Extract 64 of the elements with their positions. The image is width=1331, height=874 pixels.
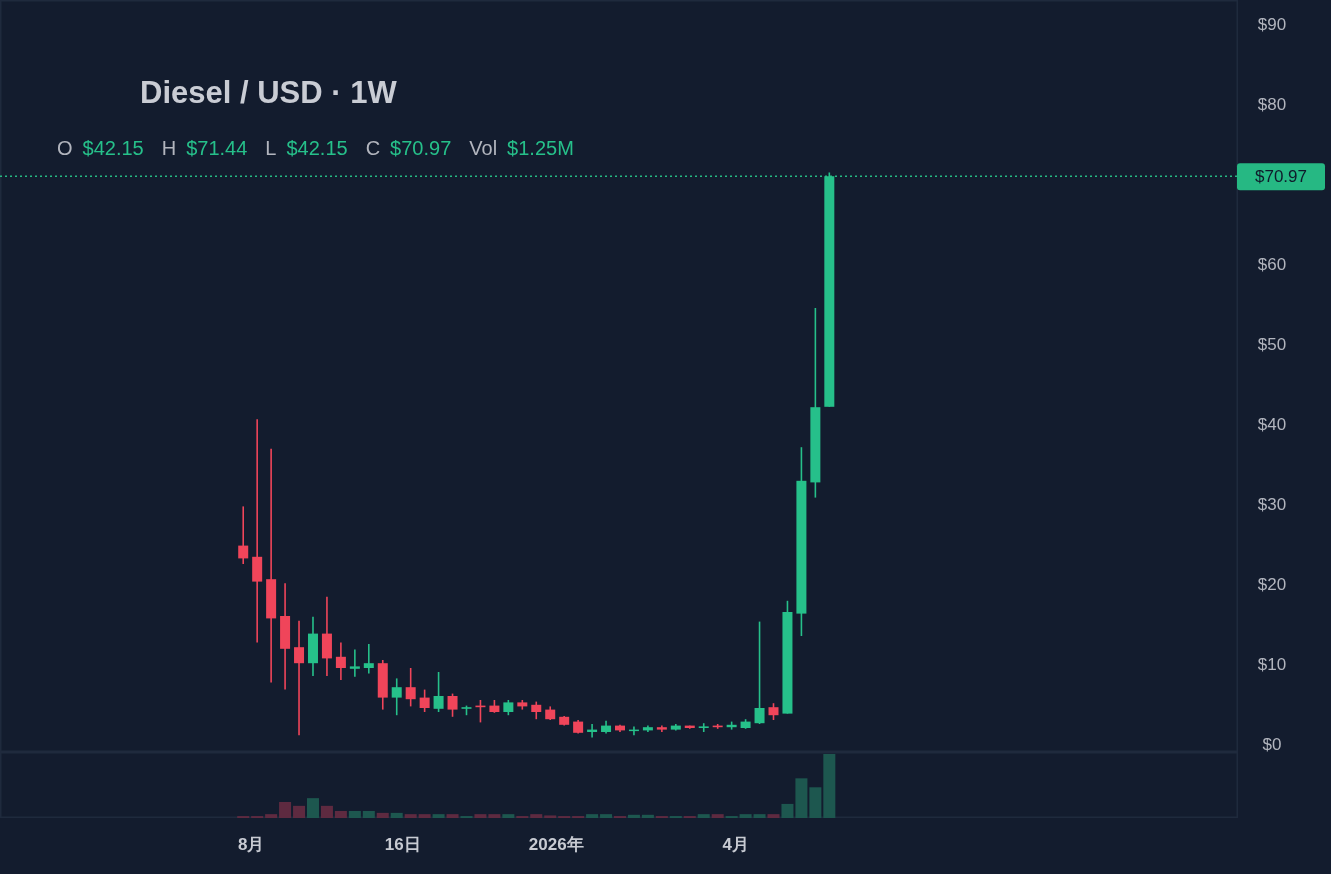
bar [265,814,278,818]
bar [781,803,794,818]
bar [753,814,766,818]
bar [306,798,319,818]
candlestick [433,671,444,713]
bar [627,814,640,818]
bar [530,814,543,818]
bar [404,814,417,818]
bar [390,812,403,818]
candlestick [698,722,709,733]
x-tick-label: 8月 [237,835,265,854]
candlestick [419,688,430,713]
x-tick-label: 4月 [722,835,749,854]
bar [544,815,557,818]
bar [446,814,459,818]
candlestick [391,677,402,716]
candlestick [349,648,360,678]
bar [362,810,375,818]
y-tick-label: $10 [1257,655,1287,674]
y-tick-label: $30 [1257,495,1287,514]
candlestick [238,505,249,565]
bar [418,814,431,818]
bar [641,814,654,818]
y-tick-label: $90 [1257,15,1287,34]
bar [795,778,808,818]
annotation: C $70.97 [365,137,452,159]
y-tick-label: $80 [1257,95,1287,114]
annotation: H $71.44 [161,137,248,159]
candlestick [335,641,346,681]
bar [320,805,333,818]
candlestick [363,643,374,675]
annotation: L $42.15 [265,137,348,159]
y-tick-label: $50 [1257,335,1287,354]
bar [376,812,389,818]
bar [697,814,710,818]
bar [767,814,780,818]
bar [502,814,515,818]
annotation: O $42.15 [57,137,144,159]
bar [600,814,613,818]
candlestick [405,667,416,708]
bar [279,802,292,818]
ref-line-label: $70.97 [1255,167,1307,187]
annotation: Vol $1.25M [469,137,574,159]
text: Diesel / USD · 1W [140,75,398,110]
candlestick [754,620,765,725]
bar [334,810,347,818]
bar [432,814,445,818]
candlestick [294,620,305,736]
bar [711,814,724,818]
bar [488,814,501,818]
y-tick-label: $0 [1262,735,1282,754]
bar [474,814,487,818]
bar [348,810,361,818]
bar [586,814,599,818]
y-tick-label: $20 [1257,575,1287,594]
bar [739,814,752,818]
y-tick-label: $60 [1257,255,1287,274]
y-tick-label: $40 [1257,415,1287,434]
x-tick-label: 16日 [384,835,421,854]
bar [809,787,822,818]
bar [293,805,306,818]
x-tick-label: 2026年 [528,835,584,854]
bar [823,754,836,818]
candlestick [447,692,458,718]
